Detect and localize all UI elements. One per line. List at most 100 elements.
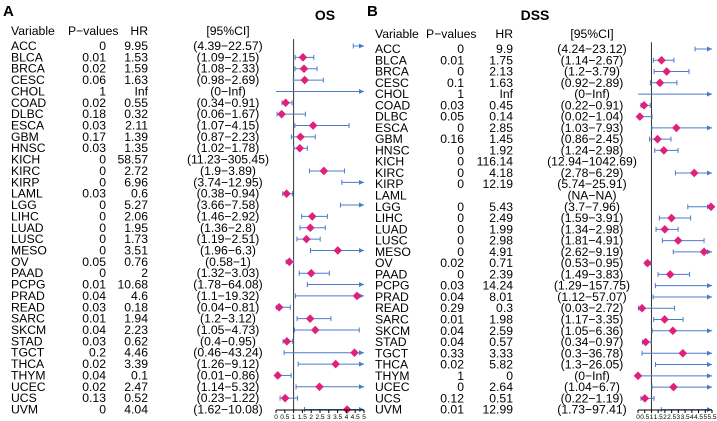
hr-value: 5.27 (124, 198, 148, 212)
x-tick-label: 0 (274, 414, 278, 421)
variable-label: DLBC (11, 107, 44, 121)
pvalue-value: 0.04 (82, 289, 106, 303)
table-row: CESC 0.06 1.63 (0.98−2.69) (11, 73, 324, 87)
ci-value: (1.62−10.08) (193, 403, 262, 417)
variable-label: SARC (375, 312, 409, 326)
pvalue-value: 0 (99, 153, 106, 167)
table-row: SKCM 0.04 2.23 (1.05−4.73) (11, 323, 360, 337)
variable-label: UVM (11, 403, 38, 417)
x-tick-label: 1.5 (654, 414, 663, 421)
hr-value: 9.9 (496, 42, 513, 56)
hr-value: 1.98 (489, 312, 513, 326)
hr-value: 2.23 (124, 323, 148, 337)
ci-value: (1.78−64.08) (193, 278, 262, 292)
x-tick-label: 2 (309, 414, 313, 421)
variable-label: LAML (375, 189, 407, 203)
hr-point (305, 314, 315, 323)
variable-label: GBM (375, 132, 403, 146)
table-row: BLCA 0.01 1.75 (1.14−2.67) (375, 53, 675, 67)
hr-value: 1.94 (124, 312, 148, 326)
x-tick-label: 2.5 (315, 414, 324, 421)
ci-value: (1.17−3.35) (561, 312, 624, 326)
variable-label: PRAD (375, 290, 409, 304)
table-row: LIHC 0 2.49 (1.59−3.91) (375, 211, 692, 225)
ci-value: (0.98−2.69) (197, 73, 260, 87)
pvalue-value: 0 (99, 403, 106, 417)
table-row: UCEC 0 2.64 (1.04−6.7) (375, 380, 712, 394)
hr-point (633, 371, 643, 381)
hr-value: 4.18 (489, 166, 513, 180)
pvalue-value: 0.03 (440, 279, 464, 293)
x-tick-label: 4.5 (351, 414, 360, 421)
hr-value: 12.99 (483, 403, 514, 417)
variable-label: BRCA (11, 62, 46, 76)
hr-value: 1.35 (124, 141, 148, 155)
hr-value: 2 (141, 266, 148, 280)
ci-value: (0.4−0.95) (200, 334, 256, 348)
table-row: CHOL 1 Inf (0−Inf) (11, 84, 364, 98)
pvalue-value: 0.29 (440, 301, 464, 315)
ci-value: (1.02−1.78) (197, 141, 260, 155)
table-row: READ 0.03 0.18 (0.04−0.81) (11, 300, 291, 314)
ci-value: (1.08−2.33) (197, 62, 260, 76)
variable-label: KICH (375, 155, 404, 169)
table-row: OV 0.05 0.76 (0.58−1) (11, 255, 295, 269)
ci-value: (5.74−25.91) (557, 177, 626, 191)
pvalue-value: 0 (457, 155, 464, 169)
variable-label: THCA (11, 357, 45, 371)
hr-point (635, 112, 645, 121)
variable-label: BLCA (375, 53, 408, 67)
table-row: OV 0.02 0.71 (0.53−0.95) (375, 256, 652, 270)
panel-title: DSS (521, 7, 550, 23)
x-tick-label: 1.5 (298, 414, 307, 421)
hr-point (274, 302, 284, 312)
hr-value: 0.6 (131, 187, 148, 201)
hr-point (653, 134, 662, 144)
table-row: UVM 0 4.04 (1.62−10.08) (11, 403, 364, 417)
hr-value: 5.43 (489, 200, 513, 214)
hr-point (319, 166, 329, 176)
hr-value: 1.45 (489, 132, 513, 146)
column-header-ci: [95%CI] (206, 24, 249, 38)
variable-label: KIRC (375, 166, 404, 180)
variable-label: LGG (375, 200, 401, 214)
x-tick-label: 3 (677, 414, 681, 421)
hr-value: 2.64 (489, 380, 513, 394)
pvalue-value: 0 (457, 245, 464, 259)
pvalue-value: 0 (99, 266, 106, 280)
hr-value: 1.63 (124, 73, 148, 87)
variable-label: CESC (375, 76, 409, 90)
variable-label: BLCA (11, 50, 44, 64)
variable-label: LIHC (375, 211, 403, 225)
pvalue-value: 0.2 (89, 346, 106, 360)
table-row: READ 0.29 0.3 (0.03−2.72) (375, 301, 676, 315)
hr-value: 1.95 (124, 221, 148, 235)
hr-value: 2.72 (124, 164, 148, 178)
hr-point (706, 202, 716, 212)
hr-point (300, 75, 309, 85)
hr-value: 4.04 (124, 403, 148, 417)
pvalue-value: 0.03 (82, 119, 106, 133)
ci-arrow (707, 46, 712, 52)
hr-point (273, 371, 283, 380)
ci-value: (1.81−4.91) (561, 234, 624, 248)
table-row: COAD 0.03 0.45 (0.22−0.91) (375, 98, 651, 112)
pvalue-value: 0 (99, 198, 106, 212)
hr-point (699, 247, 709, 257)
pvalue-value: 0 (457, 166, 464, 180)
column-header-pvalue: P−values (426, 27, 476, 41)
pvalue-value: 0.03 (440, 98, 464, 112)
pvalue-value: 0.18 (82, 107, 106, 121)
table-row: PAAD 0 2 (1.32−3.03) (11, 266, 330, 280)
hr-value: 5.82 (489, 358, 513, 372)
table-row: KIRP 0 12.19 (5.74−25.91) (375, 177, 627, 191)
variable-label: SKCM (11, 323, 46, 337)
hr-point (668, 326, 678, 336)
pvalue-value: 0 (457, 380, 464, 394)
variable-label: STAD (375, 335, 407, 349)
hr-value: 58.57 (118, 153, 149, 167)
variable-label: LUSC (375, 234, 408, 248)
pvalue-value: 0.01 (440, 312, 464, 326)
hr-value: 1.99 (489, 222, 513, 236)
variable-label: PRAD (11, 289, 45, 303)
